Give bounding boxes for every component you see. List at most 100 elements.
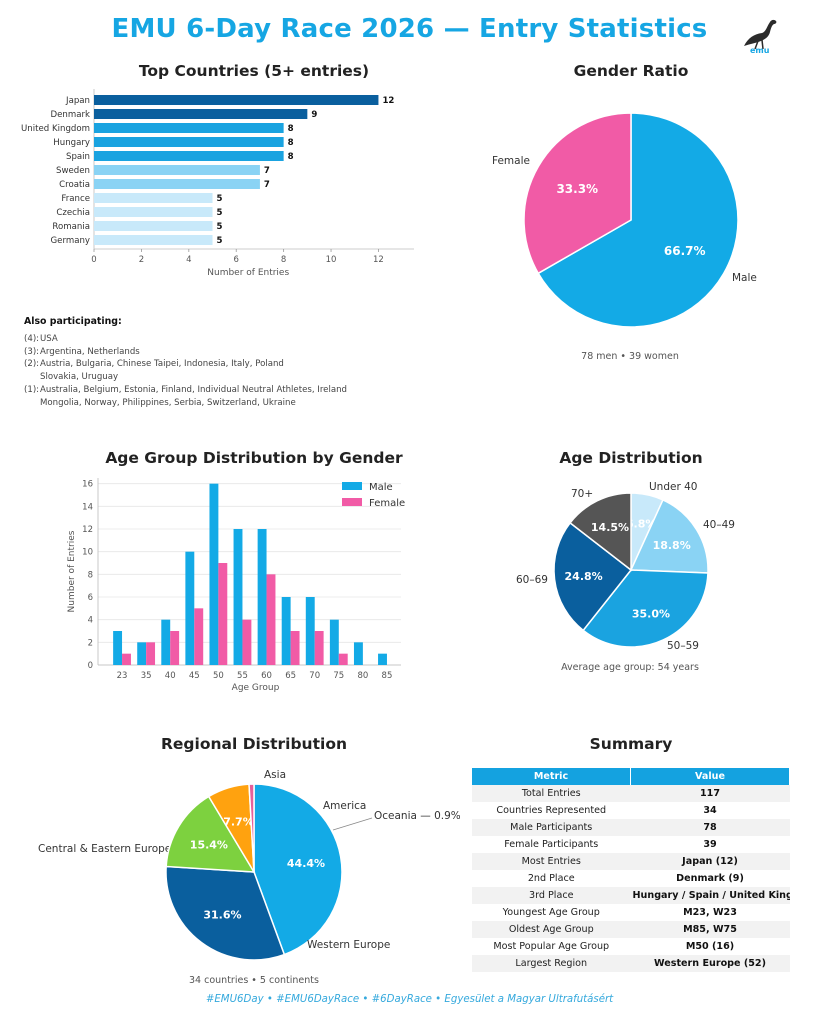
pie-category-label: Western Europe [307, 939, 390, 951]
country-label: Denmark [51, 110, 91, 120]
value-header: Value [630, 768, 790, 785]
x-tick-label: 12 [373, 255, 384, 265]
age-pie-chart: 6.8% Under 40 18.8% 40–49 35.0% 50–59 24.8% 60–… [516, 481, 735, 652]
footer-hashtags: #EMU6Day • #EMU6DayRace • #6DayRace • Eg… [205, 994, 614, 1005]
y-tick-label: 4 [88, 616, 93, 626]
x-tick-label: 10 [326, 255, 337, 265]
pie-slice [165, 865, 286, 961]
country-label: Hungary [53, 138, 90, 148]
country-label: Romania [52, 222, 90, 232]
summary-row: Most Popular Age Group M50 (16) [472, 938, 790, 955]
x-tick-label: 70 [309, 671, 320, 681]
summary-value: Japan (12) [630, 853, 790, 870]
summary-table: Metric Value Total Entries 117 Countries R… [472, 768, 790, 972]
group-2: (2):Austria, Bulgaria, Chinese Taipei, I… [24, 358, 347, 384]
agegroup-bar-female [242, 619, 252, 665]
gender-caption: 78 men • 39 women [581, 351, 679, 362]
country-bar [94, 165, 260, 175]
age-chart-title: Age Distribution [559, 449, 703, 467]
country-bar [94, 151, 284, 161]
pie-percent-label: 31.6% [203, 908, 241, 921]
region-chart-title: Regional Distribution [160, 735, 347, 753]
x-tick-label: 2 [139, 255, 144, 265]
agegroup-bar-male [305, 597, 315, 665]
pie-percent-label: 44.4% [287, 857, 325, 870]
pie-percent-label: 14.5% [591, 521, 629, 534]
summary-metric: 2nd Place [527, 873, 575, 884]
x-tick-label: 85 [382, 671, 393, 681]
summary-metric: Oldest Age Group [472, 921, 631, 938]
agegroup-bar-female [218, 563, 228, 665]
y-tick-label: 6 [88, 593, 93, 603]
agegroup-bar-male [378, 653, 387, 665]
country-bar [94, 221, 213, 231]
country-value-label: 5 [217, 222, 223, 232]
agegroup-bar-male [137, 642, 147, 665]
group-key: (1): [24, 384, 40, 395]
x-tick-label: 23 [117, 671, 128, 681]
x-tick-label: 55 [237, 671, 248, 681]
country-label: Spain [66, 152, 90, 162]
country-bar [94, 109, 308, 119]
summary-value: 34 [703, 805, 717, 816]
pie-category-label: Asia [264, 769, 286, 781]
gender-pie-chart: 66.7% Male 33.3% Female [492, 112, 757, 328]
country-label: Sweden [56, 166, 90, 176]
pie-slice [523, 112, 632, 275]
oceania-leader-line [332, 817, 373, 831]
agegroup-bar-female [194, 608, 204, 665]
country-value-label: 7 [264, 166, 270, 176]
x-tick-label: 45 [189, 671, 200, 681]
agegroup-bar-female [122, 653, 131, 665]
y-tick-label: 2 [88, 638, 93, 648]
x-tick-label: 0 [91, 255, 96, 265]
pie-percent-label: 6.8% [626, 517, 657, 530]
summary-metric: Total Entries [472, 785, 631, 802]
summary-metric: Male Participants [472, 819, 631, 836]
summary-value: M23, W23 [683, 907, 737, 918]
summary-row: Youngest Age Group M23, W23 [472, 904, 790, 921]
summary-metric: Most Popular Age Group [493, 941, 610, 952]
x-tick-label: 4 [186, 255, 191, 265]
group-3: (3):Argentina, Netherlands [24, 346, 347, 359]
group-countries: USA [40, 333, 58, 344]
pie-category-label: Female [492, 155, 530, 167]
x-tick-label: 8 [281, 255, 286, 265]
x-tick-label: 80 [357, 671, 368, 681]
legend-label-male: Male [369, 482, 393, 493]
country-value-label: 8 [288, 124, 294, 134]
summary-value: M85, W75 [630, 921, 790, 938]
pie-percent-label: 66.7% [664, 244, 706, 258]
region-caption: 34 countries • 5 continents [189, 975, 319, 986]
agegroup-bar-male [281, 597, 291, 665]
country-value-label: 7 [264, 180, 270, 190]
summary-row: Largest Region Western Europe (52) [472, 955, 790, 972]
summary-header-row: Metric Value [472, 768, 790, 785]
gender-chart-title: Gender Ratio [573, 62, 689, 80]
pie-slice [582, 569, 709, 648]
group-key: (4): [24, 333, 40, 344]
group-4: (4):USA [24, 333, 347, 346]
country-bar [94, 179, 260, 189]
summary-row: Total Entries 117 [472, 785, 790, 802]
agegroup-bar-male [233, 529, 243, 665]
country-label: Czechia [56, 208, 90, 218]
y-tick-label: 8 [88, 570, 93, 580]
pie-slice [629, 498, 709, 574]
agegroup-bar-female [314, 631, 324, 665]
summary-row: Most Entries Japan (12) [472, 853, 790, 870]
summary-row: Countries Represented 34 [472, 802, 790, 819]
pie-category-label: 50–59 [667, 640, 699, 652]
country-label: United Kingdom [21, 124, 90, 134]
group-1: (1):Australia, Belgium, Estonia, Finland… [24, 384, 347, 410]
agegroup-bar-male [353, 642, 363, 665]
pie-category-label: Male [732, 272, 757, 284]
y-axis-title: Number of Entries [67, 530, 77, 612]
logo-text: emu [750, 46, 770, 54]
agegroup-bar-chart: 0 2 4 6 8 10 12 14 16 23 35 40 45 50 55 60 65 70 75 80 85 Age… [67, 478, 405, 693]
legend-swatch-female [342, 498, 362, 506]
pie-category-label: 70+ [571, 488, 593, 500]
agegroup-bar-female [146, 642, 156, 665]
emu-logo: emu [744, 19, 777, 54]
